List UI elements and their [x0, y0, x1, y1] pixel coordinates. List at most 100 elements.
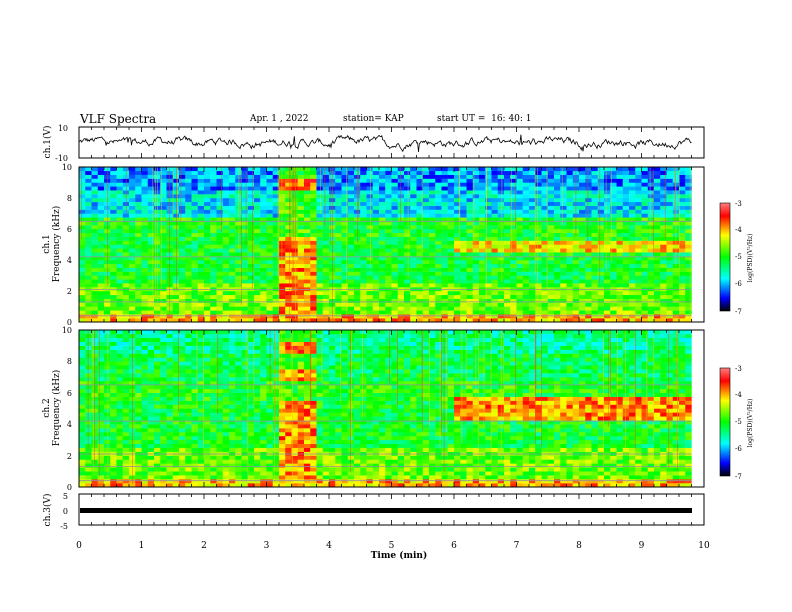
- spectrogram-cell: [116, 217, 123, 222]
- spectrogram-cell: [135, 455, 142, 460]
- spectrogram-cell: [116, 341, 123, 346]
- spectrogram-cell: [222, 432, 230, 437]
- spectrogram-cell: [97, 392, 105, 397]
- spectrogram-cell: [441, 221, 448, 226]
- spectrogram-cell: [104, 345, 111, 350]
- spectrogram-cell: [79, 381, 86, 386]
- spectrogram-cell: [110, 302, 117, 307]
- spectrogram-cell: [335, 198, 342, 203]
- spectrogram-cell: [379, 306, 386, 311]
- spectrogram-cell: [554, 252, 561, 257]
- spectrogram-cell: [572, 279, 580, 284]
- spectrogram-cell: [260, 263, 267, 268]
- spectrogram-cell: [472, 236, 480, 241]
- spectrogram-cell: [579, 186, 586, 191]
- spectrogram-cell: [410, 271, 417, 276]
- spectrogram-cell: [366, 267, 373, 272]
- spectrogram-cell: [641, 213, 648, 218]
- spectrogram-cell: [491, 170, 498, 175]
- spectrogram-cell: [191, 260, 198, 265]
- spectrogram-cell: [685, 306, 692, 311]
- spectrogram-cell: [104, 294, 111, 299]
- spectrogram-cell: [510, 275, 517, 280]
- spectrogram-cell: [229, 256, 236, 261]
- spectrogram-cell: [397, 260, 405, 265]
- spectrogram-cell: [441, 201, 448, 206]
- spectrogram-cell: [322, 225, 330, 230]
- spectrogram-cell: [610, 182, 617, 187]
- spectrogram-cell: [391, 248, 398, 253]
- spectrogram-cell: [516, 194, 523, 199]
- spectrogram-cell: [497, 209, 505, 214]
- spectrogram-cell: [204, 318, 211, 323]
- spectrogram-cell: [560, 198, 567, 203]
- spectrogram-cell: [160, 408, 167, 413]
- spectrogram-cell: [204, 291, 211, 296]
- spectrogram-cell: [454, 291, 461, 296]
- spectrogram-cell: [266, 178, 273, 183]
- spectrogram-cell: [447, 221, 455, 226]
- spectrogram-cell: [160, 341, 167, 346]
- spectrogram-cell: [222, 330, 230, 335]
- spectrogram-cell: [441, 213, 448, 218]
- spectrogram-cell: [635, 310, 642, 315]
- spectrogram-cell: [310, 186, 317, 191]
- spectrogram-cell: [404, 229, 411, 234]
- spectrogram-cell: [260, 229, 267, 234]
- spectrogram-cell: [335, 217, 342, 222]
- spectrogram-cell: [185, 412, 192, 417]
- spectrogram-cell: [247, 248, 255, 253]
- spectrogram-cell: [185, 252, 192, 257]
- spectrogram-cell: [97, 463, 105, 468]
- spectrogram-cell: [585, 190, 592, 195]
- spectrogram-cell: [554, 294, 561, 299]
- spectrogram-cell: [485, 167, 492, 172]
- spectrogram-cell: [622, 310, 630, 315]
- spectrogram-cell: [310, 310, 317, 315]
- spectrogram-cell: [516, 256, 523, 261]
- spectrogram-cell: [204, 225, 211, 230]
- spectrogram-cell: [154, 333, 161, 339]
- spectrogram-cell: [679, 306, 686, 311]
- spectrogram-cell: [122, 483, 130, 488]
- spectrogram-cell: [429, 217, 436, 222]
- spectrogram-cell: [404, 263, 411, 268]
- spectrogram-cell: [241, 205, 248, 210]
- spectrogram-cell: [666, 221, 673, 226]
- spectrogram-cell: [160, 439, 167, 445]
- spectrogram-cell: [79, 412, 86, 417]
- spectrogram-cell: [172, 221, 180, 226]
- spectrogram-cell: [91, 373, 98, 378]
- spectrogram-cell: [204, 396, 211, 401]
- spectrogram-cell: [404, 213, 411, 218]
- ch1-ytick-bottom: -10: [55, 154, 68, 163]
- spectrogram-cell: [316, 291, 323, 296]
- spectrogram-cell: [229, 182, 236, 187]
- spectrogram-cell: [379, 167, 386, 172]
- spectrogram-cell: [660, 291, 667, 296]
- spectrogram-cell: [185, 275, 192, 280]
- spectrogram-cell: [247, 186, 255, 191]
- spectrogram-cell: [104, 443, 111, 448]
- spectrogram-cell: [454, 217, 461, 222]
- spectrogram-cell: [379, 318, 386, 323]
- spectrogram-cell: [147, 412, 155, 417]
- spectrogram-cell: [341, 236, 348, 241]
- spectrogram-cell: [141, 279, 148, 284]
- spectrogram-cell: [416, 194, 423, 199]
- spectrogram-cell: [179, 424, 186, 429]
- spectrogram-cell: [497, 260, 505, 265]
- spectrogram-cell: [572, 267, 580, 272]
- spectrogram-cell: [179, 475, 186, 480]
- spectrogram-cell: [391, 198, 398, 203]
- spectrogram-cell: [585, 170, 592, 175]
- spectrogram-cell: [491, 198, 498, 203]
- spectrogram-cell: [297, 209, 305, 214]
- spectrogram-cell: [397, 252, 405, 257]
- spectrogram-cell: [379, 232, 386, 237]
- spectrogram-cell: [185, 396, 192, 401]
- spectrogram-cell: [154, 463, 161, 468]
- spectrogram-cell: [585, 201, 592, 206]
- spectrogram-cell: [554, 217, 561, 222]
- spectrogram-cell: [504, 190, 511, 195]
